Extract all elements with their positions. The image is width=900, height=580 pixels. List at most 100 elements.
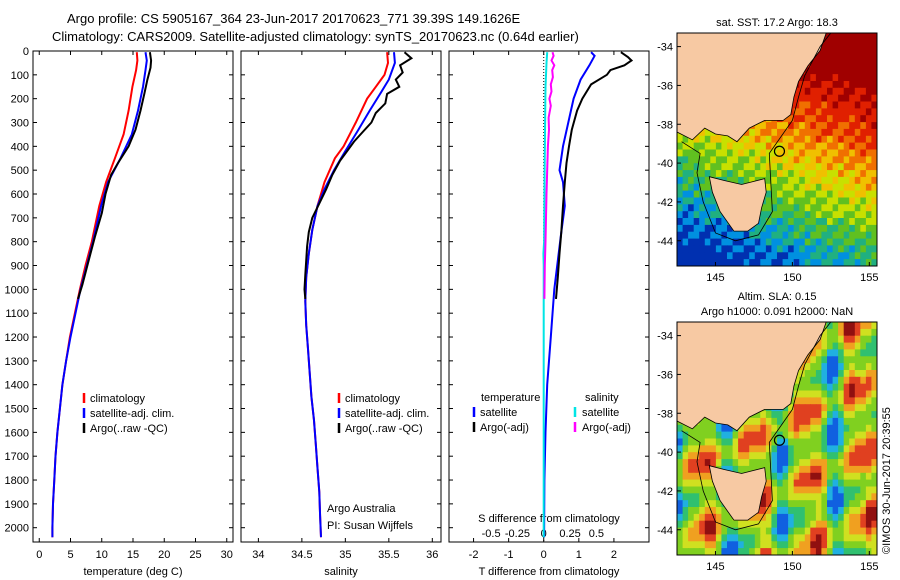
sla_map-cell bbox=[727, 513, 734, 522]
sst_map-cell bbox=[804, 87, 811, 96]
sst_map-cell bbox=[704, 128, 711, 137]
sst_map-cell bbox=[827, 183, 834, 192]
sla_map-cell bbox=[715, 459, 723, 467]
sst_map-cell bbox=[710, 197, 717, 205]
sst_map-cell bbox=[782, 238, 789, 247]
sst_map-cell bbox=[765, 238, 773, 247]
sla_map-cell bbox=[865, 452, 873, 460]
sla_map-cell bbox=[704, 424, 711, 433]
sst_map-cell bbox=[804, 81, 811, 89]
sla_map-cell bbox=[782, 465, 789, 474]
sst_map-cell bbox=[832, 33, 839, 41]
sst_map-cell bbox=[727, 238, 734, 247]
sst_map-cell bbox=[865, 122, 873, 130]
sla_map-cell bbox=[849, 500, 856, 508]
sla_map-cell bbox=[771, 445, 778, 453]
sst_map-cell bbox=[827, 176, 834, 185]
sst_map-cell bbox=[871, 101, 877, 109]
sst_map-cell bbox=[849, 163, 856, 171]
sst_map-cell bbox=[810, 101, 817, 109]
sla_map-ytick-label: -34 bbox=[657, 331, 673, 343]
sla_map-cell bbox=[721, 438, 728, 446]
sst_map-cell bbox=[688, 218, 695, 226]
sla_map-cell bbox=[771, 527, 778, 536]
sla_map-cell bbox=[827, 417, 834, 426]
sst_map-cell bbox=[810, 122, 817, 130]
sst_map-australia-land bbox=[677, 33, 827, 143]
sst_map-cell bbox=[677, 231, 684, 240]
sla_map-cell bbox=[693, 541, 700, 549]
sst_map-cell bbox=[771, 231, 778, 240]
sst_map-cell bbox=[738, 259, 745, 266]
temperature-frame bbox=[32, 50, 234, 543]
sla_map-cell bbox=[771, 472, 778, 481]
sla_map-cell bbox=[738, 445, 745, 453]
sla_map-cell bbox=[838, 417, 845, 426]
sla_map-cell bbox=[804, 465, 811, 474]
sst_map-cell bbox=[815, 142, 823, 151]
sla_map-cell bbox=[693, 424, 700, 433]
sla_map-cell bbox=[738, 459, 745, 467]
sla_map-cell bbox=[871, 397, 877, 405]
sla_map-cell bbox=[688, 513, 695, 522]
sst_map-cell bbox=[810, 252, 817, 260]
sla_map-cell bbox=[854, 356, 861, 364]
sla_map-cell bbox=[715, 527, 723, 536]
sla_map-cell bbox=[810, 411, 817, 419]
sla_map-cell bbox=[765, 520, 773, 529]
sla_map-cell bbox=[832, 356, 839, 364]
sla_map-cell bbox=[738, 431, 745, 440]
sst_map-cell bbox=[782, 122, 789, 130]
sst_map-cell bbox=[771, 245, 778, 253]
sst_map-cell bbox=[804, 252, 811, 260]
sst_map-cell bbox=[815, 53, 823, 62]
sla_map-cell bbox=[699, 479, 706, 488]
sst_map-cell bbox=[838, 252, 845, 260]
sst_map-cell bbox=[849, 245, 856, 253]
sst_map-cell bbox=[843, 115, 850, 123]
sst_map-cell bbox=[827, 39, 834, 48]
sst_map-frame bbox=[676, 32, 878, 267]
sla_map-cell bbox=[871, 479, 877, 488]
sst_map-cell bbox=[843, 245, 850, 253]
sla_map-cell bbox=[799, 383, 806, 392]
sla_map-cell bbox=[838, 376, 845, 385]
sst_map-cell bbox=[815, 211, 823, 219]
sla_map-cell bbox=[838, 397, 845, 405]
sla_map-cell bbox=[732, 520, 739, 529]
sst_map-cell bbox=[832, 46, 839, 55]
temperature-xtick-label: 5 bbox=[67, 549, 73, 561]
sla_map-cell bbox=[771, 493, 778, 501]
sst_map-cell bbox=[865, 135, 873, 144]
sla_map-cell bbox=[865, 520, 873, 529]
sst_map-cell bbox=[715, 163, 723, 171]
sla_map-cell bbox=[754, 438, 761, 446]
sla_map-cell bbox=[799, 493, 806, 501]
sst_map-cell bbox=[793, 190, 800, 199]
sla_map-cell bbox=[804, 397, 811, 405]
sst_map-cell bbox=[799, 101, 806, 109]
sla_map-cell bbox=[849, 356, 856, 364]
sla_map-cell bbox=[738, 534, 745, 542]
sst_map-cell bbox=[704, 224, 711, 233]
sla_map-cell bbox=[693, 493, 700, 501]
sla_map-cell bbox=[815, 370, 823, 378]
sla_map-cell bbox=[771, 486, 778, 494]
sst_map-cell bbox=[793, 245, 800, 253]
sla_map-cell bbox=[771, 520, 778, 529]
sst_map-cell bbox=[815, 156, 823, 164]
sla_map-cell bbox=[815, 452, 823, 460]
sst_map-cell bbox=[793, 224, 800, 233]
sla_map-cell bbox=[871, 376, 877, 385]
sst_map-cell bbox=[865, 74, 873, 82]
sla_map-cell bbox=[821, 363, 828, 371]
sst_map-cell bbox=[871, 67, 877, 75]
sla_map-cell bbox=[727, 424, 734, 433]
sst_map-cell bbox=[804, 163, 811, 171]
sla_map-cell bbox=[843, 397, 850, 405]
sst_map-cell bbox=[849, 259, 856, 266]
sla_map-cell bbox=[832, 472, 839, 481]
sst_map-cell bbox=[804, 245, 811, 253]
sla_map-cell bbox=[804, 390, 811, 398]
sla_map-cell bbox=[821, 507, 828, 515]
